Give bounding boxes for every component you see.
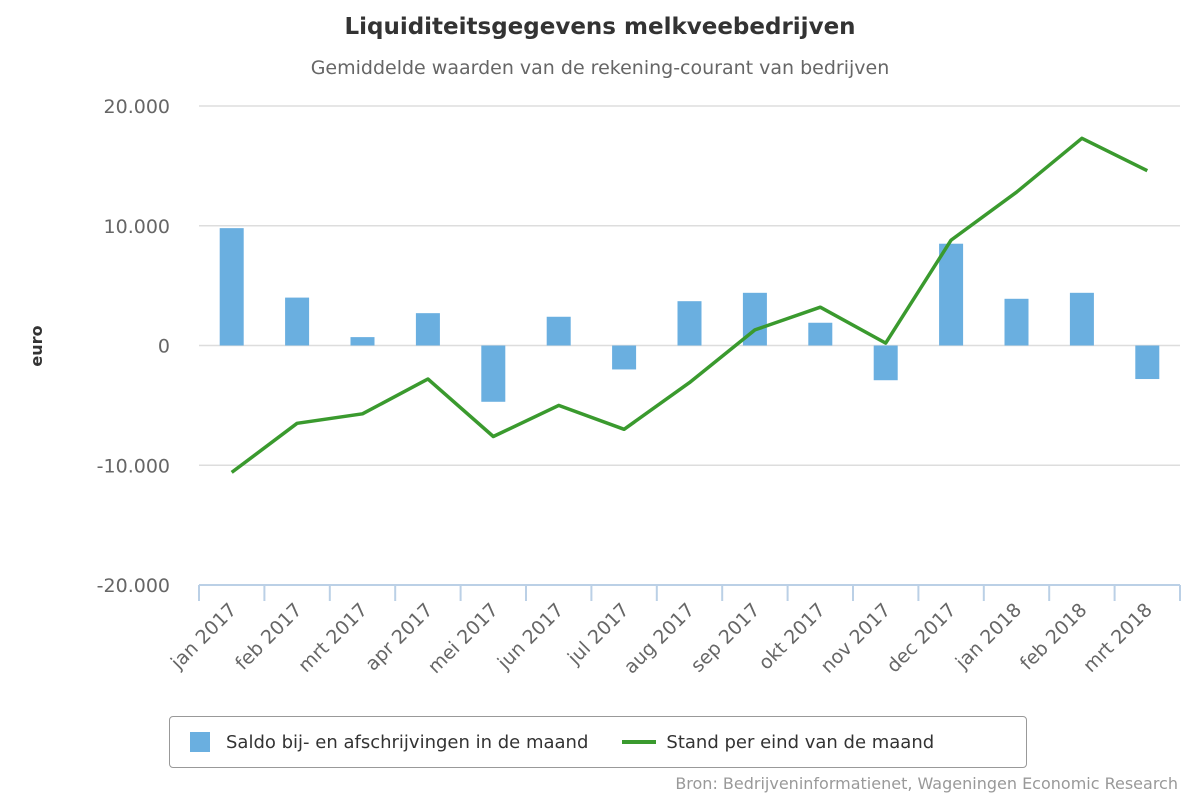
bar xyxy=(1004,298,1029,346)
x-tick-label: nov 2017 xyxy=(817,599,896,678)
legend-label-bars: Saldo bij- en afschrijvingen in de maand xyxy=(226,731,589,753)
legend-bar-swatch xyxy=(190,732,210,752)
chart-legend: Saldo bij- en afschrijvingen in de maand… xyxy=(169,716,1027,768)
x-tick-label: jan 2017 xyxy=(166,599,241,674)
bar xyxy=(612,345,637,370)
legend-label-line: Stand per eind van de maand xyxy=(666,731,935,753)
y-tick-label: -20.000 xyxy=(97,575,170,597)
bar xyxy=(285,297,310,346)
bar xyxy=(939,243,964,346)
x-tick-label: mrt 2018 xyxy=(1079,599,1157,677)
bar xyxy=(873,345,898,381)
bar xyxy=(1135,345,1160,380)
x-tick-label: mei 2017 xyxy=(424,599,503,678)
chart-subtitle: Gemiddelde waarden van de rekening-coura… xyxy=(310,57,890,79)
legend-item-bars[interactable]: Saldo bij- en afschrijvingen in de maand xyxy=(170,732,588,753)
bar xyxy=(808,322,833,346)
bar xyxy=(350,337,375,346)
legend-item-line[interactable]: Stand per eind van de maand xyxy=(588,732,934,753)
y-tick-label: -10.000 xyxy=(97,455,170,477)
y-tick-label: 20.000 xyxy=(104,96,170,118)
bar xyxy=(481,345,506,402)
source-note: Bron: Bedrijveninformatienet, Wageningen… xyxy=(675,774,1178,793)
bar xyxy=(219,228,244,346)
x-tick-label: jun 2017 xyxy=(493,599,568,674)
x-tick-label: dec 2017 xyxy=(882,599,960,677)
x-tick-label: mrt 2017 xyxy=(294,599,372,677)
bar xyxy=(415,313,440,346)
x-tick-label: sep 2017 xyxy=(687,599,765,677)
y-axis-label: euro xyxy=(27,325,46,366)
y-tick-label: 10.000 xyxy=(104,216,170,238)
bar xyxy=(1069,292,1094,346)
chart-title: Liquiditeitsgegevens melkveebedrijven xyxy=(344,14,856,40)
legend-line-swatch xyxy=(622,740,657,744)
x-tick-label: aug 2017 xyxy=(620,599,699,678)
y-tick-label: 0 xyxy=(158,336,170,358)
bar xyxy=(546,316,571,346)
series-line xyxy=(230,136,1149,474)
x-tick-label: jan 2018 xyxy=(951,599,1026,674)
bar xyxy=(677,301,702,346)
